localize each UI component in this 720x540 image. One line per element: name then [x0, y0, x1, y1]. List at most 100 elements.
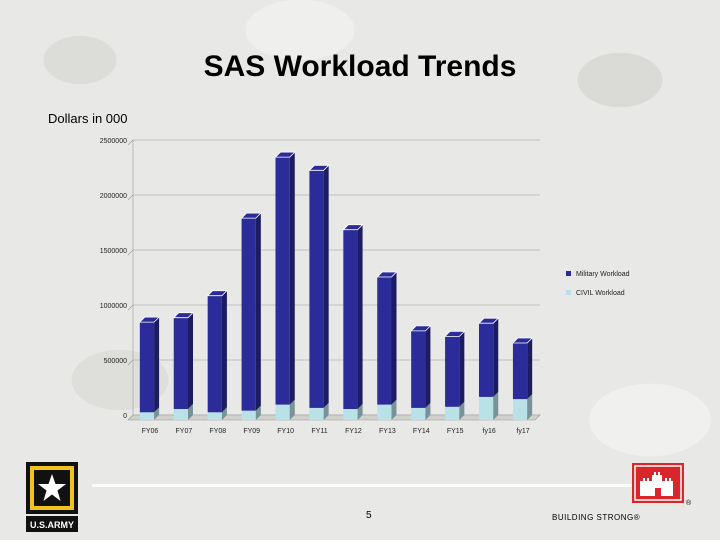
x-tick-label: fy16: [483, 428, 496, 435]
bar-military-top: [240, 212, 262, 219]
bar-civil-front: [207, 412, 222, 420]
x-tick-label: FY14: [413, 428, 430, 435]
bar-civil-front: [343, 409, 358, 420]
bar-civil-side: [154, 407, 160, 420]
bar-military-top: [376, 271, 398, 278]
bar-military-side: [187, 312, 193, 409]
bar-military-side: [425, 325, 431, 408]
registered-mark: ®: [686, 500, 692, 507]
bar-military-side: [357, 224, 363, 409]
bar-military-front: [479, 323, 494, 397]
legend-swatch: [566, 290, 571, 295]
bar-civil-front: [377, 404, 392, 420]
gridline-depth: [127, 359, 134, 366]
bar-civil-side: [493, 391, 499, 420]
chart-bars: [138, 151, 534, 420]
bar-military-side: [493, 318, 499, 397]
footer-divider: [92, 484, 632, 487]
us-army-logo: U.S.ARMY: [26, 462, 78, 532]
bar-civil-side: [357, 404, 363, 420]
castle-icon: [640, 472, 673, 496]
bar-civil-front: [411, 407, 426, 420]
bar-military-side: [255, 213, 261, 411]
bar-military-side: [527, 338, 533, 400]
bar-military-front: [173, 317, 188, 409]
bar-civil-side: [187, 404, 193, 420]
bar-military-front: [445, 336, 460, 407]
bar-civil-side: [459, 401, 465, 420]
slide-title: SAS Workload Trends: [203, 50, 517, 83]
chart-floor: [127, 414, 541, 421]
bar-military-top: [138, 316, 161, 323]
bar-military-front: [241, 218, 256, 411]
x-tick-label: FY08: [209, 428, 226, 435]
bar-military-side: [154, 317, 160, 413]
building-strong-tagline: BUILDING STRONG®: [552, 513, 641, 522]
bar-civil-side: [527, 394, 533, 420]
bar-civil-side: [221, 407, 227, 420]
bar-civil-side: [391, 399, 397, 420]
gridline-depth: [127, 194, 134, 201]
x-tick-label: FY10: [277, 428, 294, 435]
bar-military-front: [139, 322, 155, 413]
gridline-depth: [127, 139, 134, 146]
bar-military-front: [207, 295, 222, 413]
x-tick-label: FY15: [447, 428, 464, 435]
x-axis-labels: FY06 FY07 FY08 FY09 FY10 FY11 FY12 FY13 FY14 FY15…: [142, 428, 530, 435]
y-tick-label: 1500000: [100, 248, 127, 255]
legend-swatch: [566, 271, 571, 276]
bar-civil-side: [425, 402, 431, 420]
bar-military-top: [172, 312, 194, 319]
bar-military-top: [511, 337, 534, 344]
star-icon: [38, 474, 66, 501]
page-number: 5: [366, 510, 372, 521]
bar-civil-front: [309, 407, 324, 420]
y-tick-label: 0: [123, 413, 127, 420]
bar-military-top: [206, 290, 228, 297]
bar-military-top: [410, 325, 432, 332]
bar-civil-front: [241, 410, 256, 420]
chart-legend: Military Workload CIVIL Workload: [566, 271, 630, 297]
bar-military-front: [343, 229, 358, 409]
y-tick-label: 2500000: [100, 138, 127, 145]
bar-military-side: [459, 331, 465, 407]
bar-military-front: [377, 277, 392, 405]
bar-civil-front: [173, 409, 188, 420]
y-tick-label: 2000000: [100, 193, 127, 200]
bar-military-top: [478, 317, 500, 324]
x-tick-label: FY09: [243, 428, 260, 435]
units-label: Dollars in 000: [48, 111, 128, 126]
bar-civil-side: [255, 405, 261, 420]
y-tick-label: 500000: [104, 358, 127, 365]
legend-label: CIVIL Workload: [576, 290, 625, 297]
bar-civil-side: [289, 399, 295, 420]
bar-civil-side: [323, 402, 329, 420]
x-tick-label: FY06: [142, 428, 159, 435]
bar-military-top: [342, 224, 364, 231]
legend-label: Military Workload: [576, 271, 630, 278]
bar-military-top: [274, 151, 296, 158]
x-tick-label: FY13: [379, 428, 396, 435]
bar-military-top: [308, 164, 330, 171]
bar-military-side: [323, 165, 329, 408]
bar-military-side: [221, 290, 227, 413]
chart-grid: [127, 139, 541, 421]
usace-castle-logo: [632, 463, 684, 503]
army-logo-text: U.S.ARMY: [30, 520, 74, 530]
bar-civil-front: [139, 412, 155, 420]
bar-civil-front: [445, 406, 460, 420]
gridline-depth: [127, 249, 134, 256]
x-tick-label: FY12: [345, 428, 362, 435]
bar-military-side: [391, 272, 397, 405]
bar-military-front: [411, 330, 426, 408]
x-tick-label: FY07: [176, 428, 193, 435]
bar-military-top: [444, 330, 466, 337]
y-tick-label: 1000000: [100, 303, 127, 310]
bar-military-front: [512, 343, 528, 400]
gridline-depth: [127, 304, 134, 311]
bar-military-front: [275, 157, 290, 405]
bar-civil-front: [275, 404, 290, 420]
bar-civil-front: [512, 399, 528, 420]
bar-military-front: [309, 170, 324, 408]
